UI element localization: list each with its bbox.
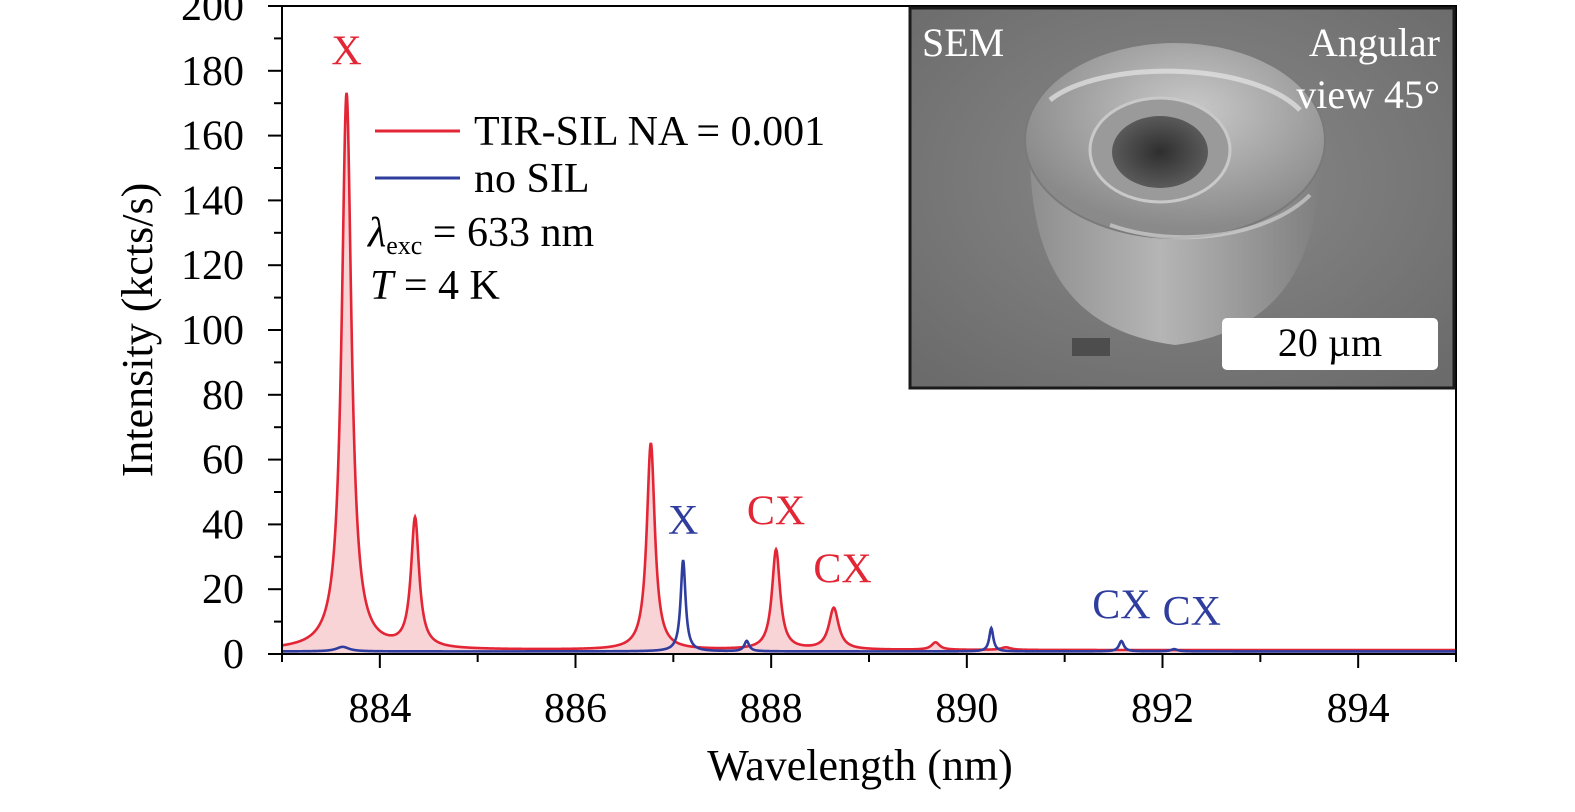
y-tick-label: 100 xyxy=(181,308,244,354)
inset-label-view: view 45° xyxy=(1296,72,1440,117)
x-tick-label: 892 xyxy=(1131,686,1194,732)
scale-bar-box xyxy=(1222,318,1438,370)
x-tick-label: 890 xyxy=(935,686,998,732)
y-tick-label: 200 xyxy=(181,0,244,30)
temperature: T = 4 K xyxy=(370,263,500,309)
y-tick-label: 80 xyxy=(202,373,244,419)
x-tick-label: 886 xyxy=(544,686,607,732)
peak-annotation: X xyxy=(331,28,361,74)
peak-annotation: CX xyxy=(1092,582,1150,628)
y-tick-label: 20 xyxy=(202,567,244,613)
y-tick-label: 60 xyxy=(202,438,244,484)
y-tick-label: 120 xyxy=(181,243,244,289)
peak-annotation: CX xyxy=(1163,589,1221,635)
peak-annotation: X xyxy=(668,498,698,544)
legend-label-tir-sil: TIR-SIL NA = 0.001 xyxy=(474,109,825,155)
peak-annotation: CX xyxy=(813,547,871,593)
y-tick-label: 0 xyxy=(223,632,244,678)
x-axis-ticks: 884 886 888 890 892 894 xyxy=(281,654,1457,732)
peak-annotation: CX xyxy=(747,488,805,534)
inset-label-sem: SEM xyxy=(922,20,1004,65)
y-tick-label: 160 xyxy=(181,114,244,160)
legend: TIR-SIL NA = 0.001 no SIL xyxy=(375,109,825,202)
x-axis-title: Wavelength (nm) xyxy=(707,741,1013,790)
series-line-1 xyxy=(282,559,1456,653)
sem-inset-image: SEM Angular view 45° 20 µm xyxy=(908,6,1456,390)
inset-label-angular: Angular xyxy=(1309,20,1440,65)
y-tick-label: 140 xyxy=(181,178,244,224)
y-tick-label: 40 xyxy=(202,502,244,548)
series-line-0 xyxy=(281,92,1456,652)
excitation-wavelength: λexc = 633 nm xyxy=(366,210,594,260)
y-tick-label: 180 xyxy=(181,49,244,95)
scale-bar-label: 20 µm xyxy=(1278,320,1382,365)
series-lines xyxy=(281,92,1456,653)
x-tick-label: 884 xyxy=(348,686,411,732)
legend-label-no-sil: no SIL xyxy=(474,156,590,202)
x-tick-label: 888 xyxy=(740,686,803,732)
y-axis-ticks: 0 20 40 60 80 100 120 140 160 180 200 xyxy=(181,0,282,678)
x-tick-label: 894 xyxy=(1327,686,1390,732)
y-axis-title: Intensity (kcts/s) xyxy=(113,183,162,478)
